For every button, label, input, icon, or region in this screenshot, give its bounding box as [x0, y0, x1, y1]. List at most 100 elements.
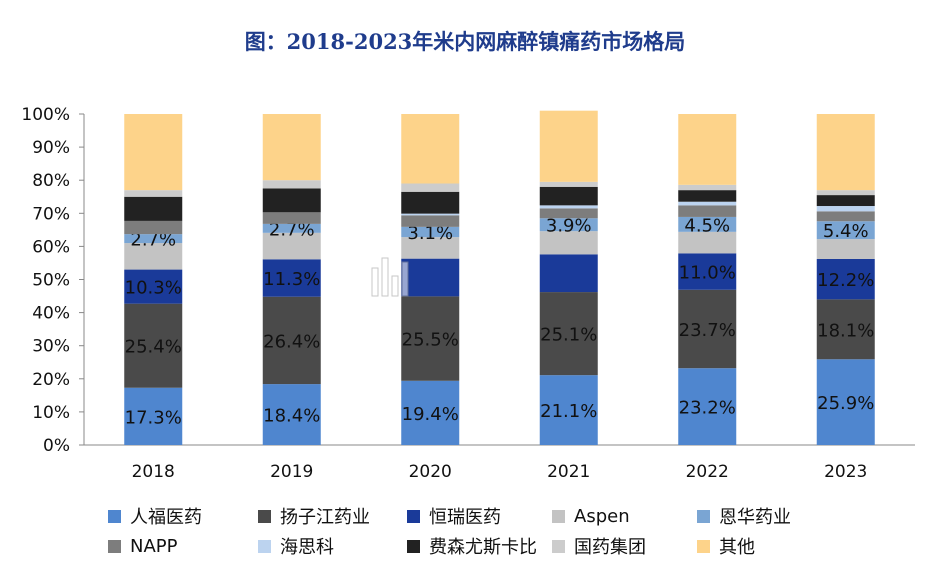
y-tick-label: 100% [21, 105, 70, 125]
bar-segment [401, 258, 460, 297]
bar-segment [678, 368, 737, 445]
bar-segment [124, 269, 183, 304]
bar-segment [678, 114, 737, 185]
data-label: 3.9% [546, 216, 592, 237]
bar-segment [678, 216, 737, 232]
data-label: 11.0% [679, 263, 736, 284]
legend-label: 费森尤斯卡比 [429, 537, 537, 558]
bar-segment [816, 190, 875, 196]
bar-segment [401, 183, 460, 192]
data-label: 2.7% [269, 219, 315, 240]
data-label: 17.3% [125, 407, 182, 428]
legend-swatch [258, 509, 271, 523]
data-label: 2.7% [130, 230, 176, 251]
legend-item: 人福医药 [108, 506, 202, 528]
y-tick-label: 90% [32, 138, 70, 158]
legend-label: 扬子江药业 [280, 507, 370, 528]
y-tick-label: 70% [32, 204, 70, 224]
bar-segment [262, 114, 321, 181]
bar-segment [539, 186, 598, 206]
data-label: 12.2% [817, 270, 874, 291]
legend-swatch [108, 539, 121, 553]
legend-swatch [407, 509, 420, 523]
legend-label: Aspen [574, 505, 630, 527]
legend-item: Aspen [552, 505, 630, 527]
y-tick-label: 60% [32, 237, 70, 257]
data-label: 10.3% [125, 278, 182, 299]
bar-segment [262, 296, 321, 385]
bar-segment [401, 237, 460, 259]
legend-swatch [552, 509, 565, 523]
legend-swatch [108, 509, 121, 523]
y-tick-label: 80% [32, 171, 70, 191]
watermark [371, 257, 409, 297]
legend-item: 其他 [697, 536, 755, 558]
y-tick-label: 20% [32, 370, 70, 390]
bar-segment [816, 239, 875, 259]
legend-item: 国药集团 [552, 536, 646, 558]
watermark-logo-icon [371, 257, 409, 297]
data-label: 4.5% [684, 215, 730, 236]
bar-segment [124, 220, 183, 235]
bar-segment [262, 259, 321, 297]
bar-segment [262, 188, 321, 213]
bar-segment [124, 243, 183, 270]
data-label: 18.1% [817, 320, 874, 341]
bar-segment [678, 205, 737, 217]
bar-segment [262, 180, 321, 189]
legend-label: 国药集团 [574, 537, 646, 558]
bar-segment [262, 232, 321, 260]
y-tick-label: 50% [32, 271, 70, 291]
legend-swatch [552, 539, 565, 553]
legend-label: 恩华药业 [719, 507, 791, 528]
bar-segment [401, 380, 460, 445]
legend-label: 其他 [719, 537, 755, 558]
x-tick-label: 2018 [132, 462, 175, 482]
bar-segment [539, 218, 598, 232]
bar-segment [401, 296, 460, 381]
x-tick-label: 2020 [409, 462, 452, 482]
legend-item: NAPP [108, 535, 178, 557]
bar-segment [262, 212, 321, 224]
chart-title: 图：2018-2023年米内网麻醉镇痛药市场格局 [244, 29, 686, 54]
bar-segment [124, 387, 183, 445]
data-label: 11.3% [263, 269, 320, 290]
bar-segment [124, 234, 183, 244]
y-tick-label: 0% [43, 436, 70, 456]
bar-segment [539, 205, 598, 209]
legend-item: 恩华药业 [697, 506, 791, 528]
data-label: 25.4% [125, 337, 182, 358]
legend-label: 人福医药 [130, 507, 202, 528]
bar-segment [401, 213, 460, 216]
bar-segment [816, 206, 875, 212]
x-tick-label: 2022 [686, 462, 729, 482]
legend-swatch [697, 539, 710, 553]
bar-segment [539, 292, 598, 376]
data-label: 25.9% [817, 393, 874, 414]
legend-item: 海思科 [258, 536, 334, 558]
bar-segment [678, 201, 737, 206]
bar-segment [539, 208, 598, 219]
bar-segment [124, 303, 183, 388]
data-label: 19.4% [402, 404, 459, 425]
legend-label: NAPP [130, 535, 178, 557]
bar-segment [124, 196, 183, 221]
bar-segment [816, 359, 875, 445]
bar-segment [401, 215, 460, 227]
bar-segment [539, 375, 598, 445]
bar-segment [124, 190, 183, 197]
bar-segment [262, 384, 321, 445]
bar-segment [816, 195, 875, 207]
bar-segment [678, 184, 737, 191]
legend-swatch [407, 539, 420, 553]
bar-segment [678, 190, 737, 202]
data-label: 3.1% [407, 223, 453, 244]
bar-segment [539, 110, 598, 182]
y-tick-label: 40% [32, 304, 70, 324]
bar-segment [401, 226, 460, 238]
bar-segment [401, 114, 460, 184]
bar-segment [539, 231, 598, 255]
x-tick-label: 2023 [824, 462, 867, 482]
bar-segment [678, 289, 737, 369]
bar-segment [678, 253, 737, 290]
